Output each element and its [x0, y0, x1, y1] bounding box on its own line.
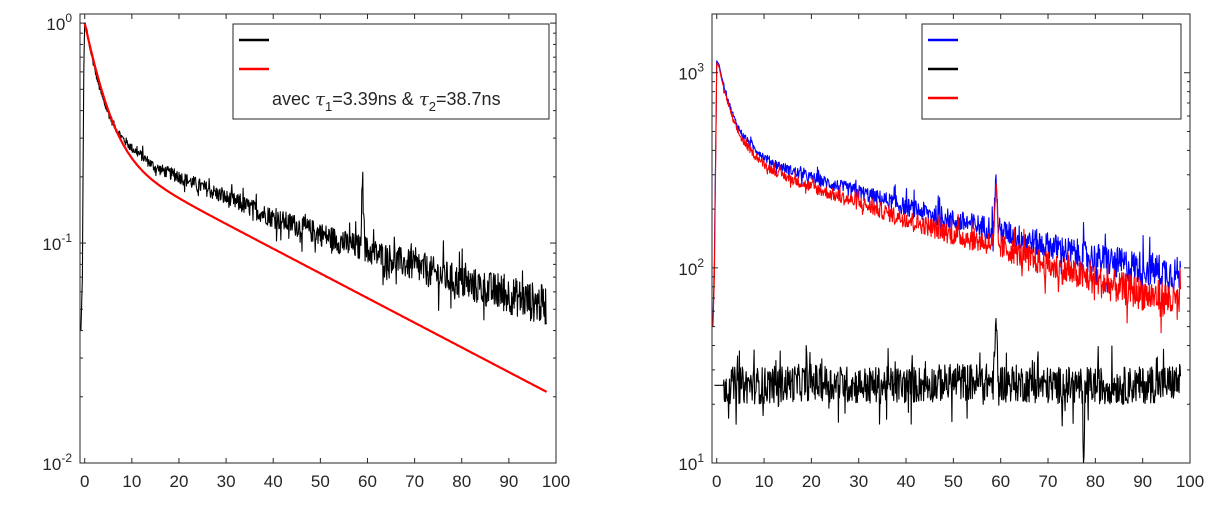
- x-tick-label: 80: [452, 472, 471, 491]
- y-tick-exponent: 3: [697, 61, 704, 75]
- legend-text: =3.39ns &: [332, 89, 419, 109]
- y-tick-exponent: -1: [61, 231, 72, 245]
- x-tick-label: 90: [499, 472, 518, 491]
- y-tick-label: 10-1: [42, 231, 72, 254]
- legend-box: [232, 23, 550, 120]
- y-tick-exponent: 1: [697, 451, 704, 465]
- x-tick-label: 50: [944, 472, 963, 491]
- y-tick-exponent: 2: [697, 256, 704, 270]
- x-tick-label: 80: [1086, 472, 1105, 491]
- x-tick-label: 60: [358, 472, 377, 491]
- y-tick-exponent: -2: [61, 451, 72, 465]
- y-tick-base: 10: [46, 15, 65, 34]
- y-tick-label: 102: [678, 256, 704, 279]
- y-tick-base: 10: [42, 455, 61, 474]
- y-tick-base: 10: [678, 260, 697, 279]
- x-tick-label: 40: [264, 472, 283, 491]
- tau-subscript: 2: [429, 99, 436, 114]
- x-tick-label: 100: [1176, 472, 1204, 491]
- legend: [921, 23, 1182, 120]
- x-tick-label: 100: [542, 472, 570, 491]
- x-tick-label: 30: [217, 472, 236, 491]
- x-tick-label: 0: [80, 472, 89, 491]
- legend: avec τ1=3.39ns & τ2=38.7ns: [232, 23, 550, 120]
- x-tick-label: 20: [170, 472, 189, 491]
- legend-label-line2: avec τ1=3.39ns & τ2=38.7ns: [272, 89, 501, 114]
- y-tick-base: 10: [42, 235, 61, 254]
- axes-box: [79, 13, 557, 464]
- x-tick-label: 70: [405, 472, 424, 491]
- series-layer: [712, 60, 1182, 463]
- legend-text: avec: [272, 89, 315, 109]
- y-tick-label: 100: [46, 11, 72, 34]
- tau-subscript: 1: [325, 99, 332, 114]
- legend-text: =38.7ns: [436, 89, 501, 109]
- x-tick-label: 10: [122, 472, 141, 491]
- x-tick-label: 30: [849, 472, 868, 491]
- y-tick-label: 103: [678, 61, 704, 84]
- series-line-1: [83, 22, 548, 393]
- tau-symbol: τ: [419, 89, 430, 110]
- y-tick-base: 10: [678, 455, 697, 474]
- x-tick-label: 10: [755, 472, 774, 491]
- x-tick-label: 40: [897, 472, 916, 491]
- x-tick-label: 70: [1039, 472, 1058, 491]
- series-layer: [80, 22, 548, 393]
- y-tick-base: 10: [678, 65, 697, 84]
- tau-symbol: τ: [315, 89, 326, 110]
- series-line-1: [714, 317, 1182, 463]
- legend-box: [921, 23, 1182, 120]
- x-tick-label: 50: [311, 472, 330, 491]
- x-tick-label: 60: [991, 472, 1010, 491]
- series-line-2: [712, 62, 1182, 334]
- axes-box: [711, 13, 1191, 464]
- y-tick-exponent: 0: [65, 11, 72, 25]
- series-line-0: [80, 22, 548, 331]
- y-tick-label: 10-2: [42, 451, 72, 474]
- y-tick-label: 101: [678, 451, 704, 474]
- x-tick-label: 0: [712, 472, 721, 491]
- x-tick-label: 20: [802, 472, 821, 491]
- x-tick-label: 90: [1133, 472, 1152, 491]
